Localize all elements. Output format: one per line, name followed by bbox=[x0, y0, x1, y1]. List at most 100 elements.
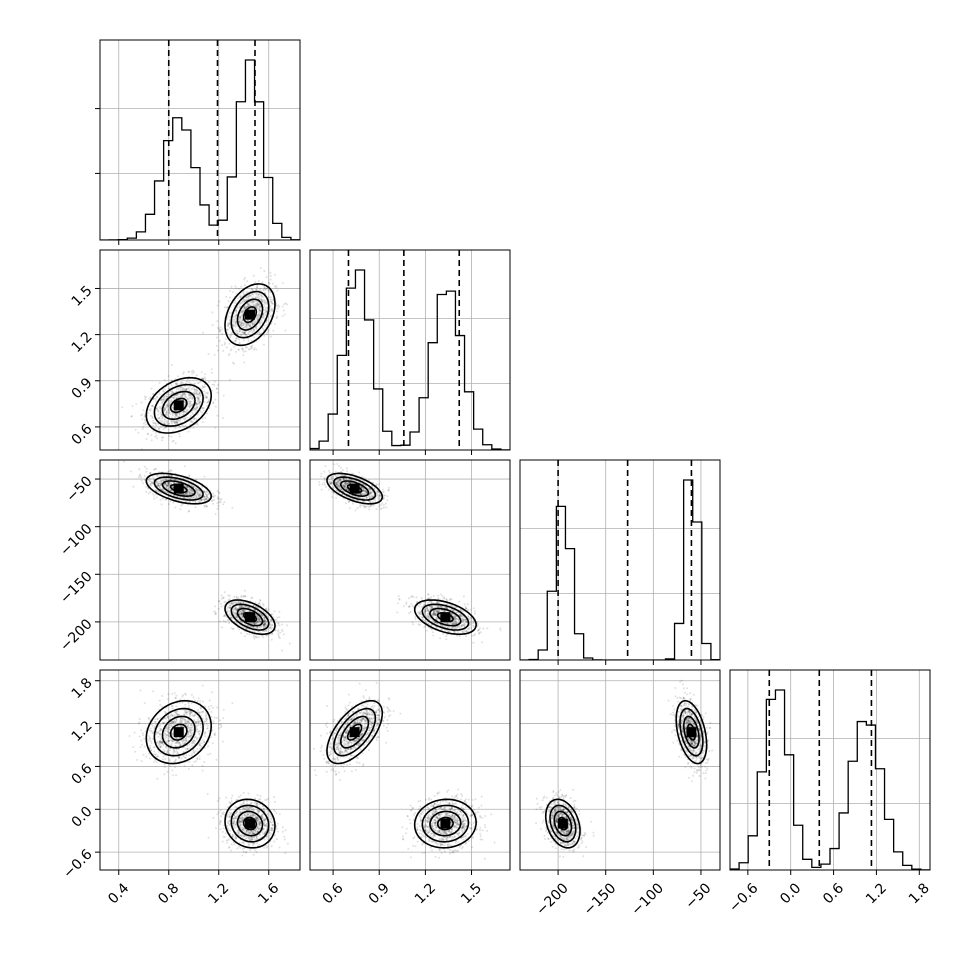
sample-point bbox=[435, 614, 438, 617]
sample-point bbox=[167, 375, 170, 377]
sample-point bbox=[249, 345, 252, 348]
sample-point bbox=[263, 304, 266, 307]
sample-point bbox=[243, 635, 246, 638]
sample-point bbox=[198, 392, 201, 394]
sample-point bbox=[262, 623, 265, 626]
sample-point bbox=[176, 419, 179, 422]
sample-point bbox=[185, 492, 188, 495]
sample-point bbox=[260, 299, 263, 301]
sample-point bbox=[263, 302, 266, 305]
sample-point bbox=[320, 472, 323, 475]
sample-point bbox=[262, 289, 265, 292]
sample-point bbox=[239, 323, 242, 326]
sample-point bbox=[149, 491, 152, 494]
sample-point bbox=[172, 396, 175, 399]
sample-point bbox=[442, 610, 445, 613]
sample-point bbox=[255, 305, 257, 307]
sample-point bbox=[168, 482, 171, 485]
sample-point bbox=[228, 612, 231, 615]
sample-point bbox=[255, 305, 258, 308]
sample-point bbox=[359, 493, 362, 496]
panel-2-1 bbox=[309, 459, 511, 661]
sample-point bbox=[386, 499, 389, 502]
sample-point bbox=[159, 415, 162, 418]
sample-point bbox=[240, 595, 243, 598]
sample-point bbox=[153, 494, 156, 497]
sample-point bbox=[334, 475, 337, 478]
sample-point bbox=[455, 621, 458, 624]
sample-point bbox=[207, 353, 210, 356]
sample-point bbox=[175, 421, 178, 424]
sample-point bbox=[350, 494, 353, 497]
sample-point bbox=[265, 287, 268, 290]
sample-point bbox=[247, 323, 250, 326]
sample-point bbox=[156, 474, 159, 477]
sample-point bbox=[343, 474, 346, 477]
sample-point bbox=[328, 481, 331, 484]
sample-point bbox=[222, 503, 225, 506]
sample-point bbox=[363, 505, 366, 508]
sample-point bbox=[195, 496, 198, 498]
sample-point bbox=[261, 300, 264, 303]
sample-point bbox=[234, 321, 237, 324]
sample-point bbox=[207, 399, 210, 402]
sample-point bbox=[185, 389, 188, 392]
sample-point bbox=[178, 435, 181, 438]
sample-point bbox=[150, 434, 153, 437]
sample-point bbox=[235, 337, 238, 340]
sample-point bbox=[449, 622, 452, 625]
sample-point bbox=[226, 306, 229, 309]
sample-point bbox=[369, 491, 372, 494]
sample-point bbox=[195, 390, 198, 393]
sample-point bbox=[196, 392, 199, 395]
density-contour bbox=[326, 472, 384, 505]
sample-point bbox=[258, 305, 261, 308]
sample-point bbox=[249, 625, 252, 628]
sample-point bbox=[254, 601, 257, 604]
sample-point bbox=[216, 496, 219, 499]
sample-point bbox=[265, 634, 268, 637]
sample-point bbox=[454, 621, 457, 624]
sample-point bbox=[241, 347, 244, 350]
sample-point bbox=[184, 493, 187, 495]
sample-point bbox=[238, 320, 241, 323]
sample-point bbox=[197, 494, 199, 497]
sample-point bbox=[275, 286, 278, 289]
sample-point bbox=[175, 475, 178, 478]
sample-point bbox=[157, 410, 159, 413]
sample-point bbox=[379, 494, 382, 497]
sample-point bbox=[183, 465, 186, 468]
sample-point bbox=[150, 387, 153, 390]
sample-point bbox=[190, 492, 193, 495]
sample-point bbox=[361, 497, 364, 500]
sample-point bbox=[241, 612, 244, 614]
sample-point bbox=[264, 300, 267, 303]
sample-point bbox=[411, 621, 414, 624]
sample-point bbox=[169, 500, 172, 503]
sample-point bbox=[365, 496, 368, 499]
sample-point bbox=[243, 326, 245, 329]
sample-point bbox=[382, 504, 385, 506]
sample-point bbox=[185, 411, 188, 413]
sample-point bbox=[263, 309, 266, 311]
sample-point bbox=[229, 604, 232, 607]
sample-point bbox=[189, 489, 192, 492]
sample-point bbox=[226, 322, 229, 325]
sample-point bbox=[238, 614, 241, 617]
sample-point bbox=[166, 423, 169, 426]
sample-point bbox=[338, 484, 341, 487]
sample-point bbox=[234, 612, 237, 615]
sample-point bbox=[257, 308, 260, 311]
sample-point bbox=[345, 482, 347, 485]
sample-point bbox=[234, 608, 237, 611]
sample-point bbox=[183, 392, 186, 394]
sample-point bbox=[238, 606, 241, 609]
sample-point bbox=[206, 401, 209, 404]
sample-point bbox=[184, 393, 186, 396]
sample-point bbox=[236, 616, 239, 619]
sample-point bbox=[458, 635, 461, 638]
sample-point bbox=[205, 490, 208, 493]
sample-point bbox=[219, 330, 222, 332]
sample-point bbox=[362, 489, 365, 492]
sample-point bbox=[257, 610, 259, 613]
